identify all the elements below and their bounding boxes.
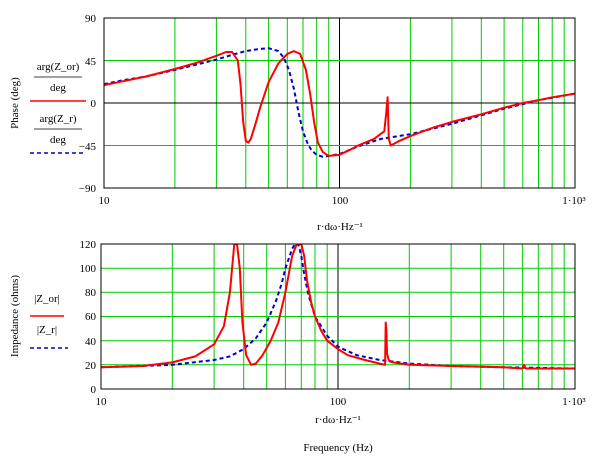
impedance-chart: 120 100 80 60 40 20 0 10 100 1·10³ r·dω·… [9,239,586,454]
phase-series [104,47,575,158]
impedance-y-tick-100: 100 [80,263,97,275]
phase-series-blue-dashed [104,47,575,158]
phase-x-tick-100: 100 [332,195,349,207]
phase-y-tick-90: 90 [85,13,97,25]
phase-plot-frame [103,17,576,189]
impedance-x-axis-label: r·dω·Hz⁻¹ [315,414,361,426]
phase-grid [104,18,575,188]
phase-chart: 90 45 0 −45 −90 10 100 1·10³ r·dω·Hz⁻¹ P… [9,13,586,233]
impedance-y-tick-60: 60 [85,311,97,323]
phase-series-red-solid [104,50,575,157]
impedance-plot-frame [100,243,576,390]
impedance-legend-red-label: |Z_or| [34,293,60,305]
impedance-y-tick-20: 20 [85,360,97,372]
phase-legend-blue-label: arg(Z_r) [39,113,76,125]
phase-legend-red-label: arg(Z_or) [37,61,80,73]
impedance-y-axis-label: Impedance (ohms) [9,275,21,357]
phase-y-tick-45: 45 [85,56,97,68]
phase-legend-red-denominator: deg [50,82,66,94]
impedance-x-tick-100: 100 [330,396,347,408]
impedance-y-tick-120: 120 [80,239,97,251]
phase-y-tick-m90: −90 [79,183,97,195]
phase-x-tick-10: 10 [99,195,111,207]
phase-x-tick-1000: 1·10³ [562,195,586,207]
impedance-x-tick-1000: 1·10³ [562,396,586,408]
impedance-y-tick-40: 40 [85,336,97,348]
impedance-frequency-label: Frequency (Hz) [303,442,373,454]
phase-legend-blue-denominator: deg [50,134,66,146]
impedance-y-tick-80: 80 [85,287,97,299]
impedance-y-tick-0: 0 [91,384,97,396]
phase-x-axis-label: r·dω·Hz⁻¹ [317,221,363,233]
phase-y-axis-label: Phase (deg) [9,77,21,129]
phase-y-tick-m45: −45 [79,141,97,153]
impedance-x-tick-10: 10 [96,396,108,408]
impedance-series [101,244,575,370]
impedance-legend-blue-label: |Z_r| [37,324,57,336]
impedance-series-red-solid [101,244,575,370]
phase-y-tick-0: 0 [91,98,97,110]
